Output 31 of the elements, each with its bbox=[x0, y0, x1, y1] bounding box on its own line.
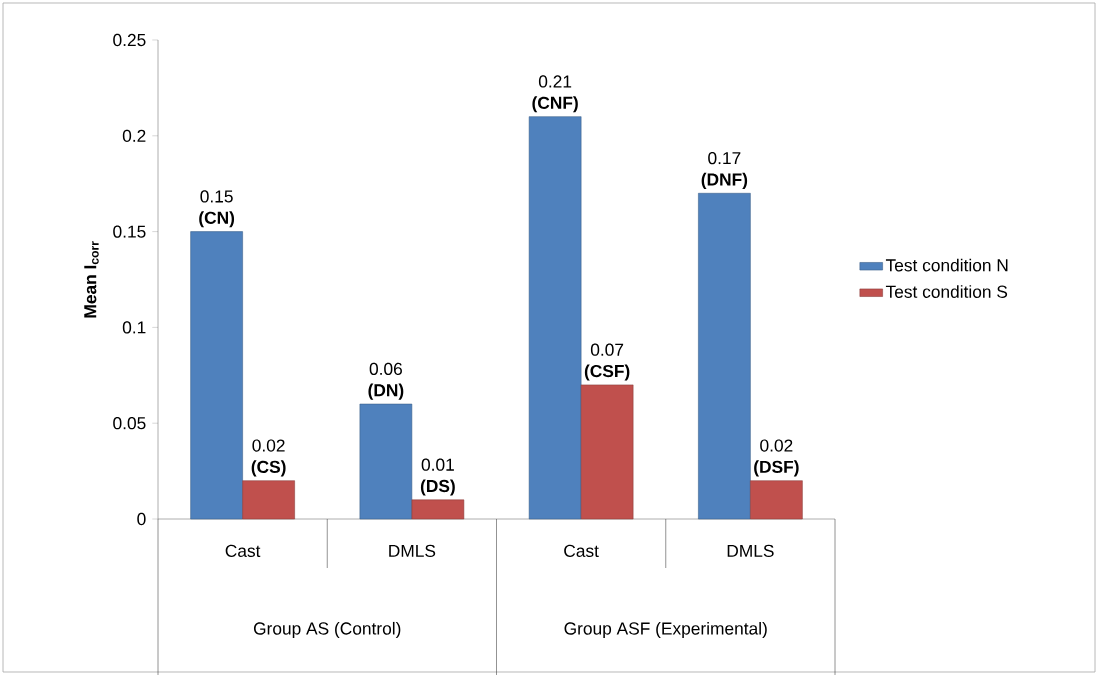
y-tick-label: 0 bbox=[137, 512, 146, 526]
y-tick-label: 0.2 bbox=[122, 129, 146, 142]
y-axis-title: Mean I$_{corr}$ bbox=[84, 241, 99, 318]
data-label: 0.02 (DSF) bbox=[754, 439, 799, 477]
data-label: 0.02 (CS) bbox=[251, 439, 286, 477]
data-label: 0.21 (CNF) bbox=[532, 75, 578, 113]
y-tick-label: 0.05 bbox=[113, 417, 146, 430]
y-tick-label: 0.1 bbox=[122, 321, 146, 334]
bar bbox=[190, 231, 243, 520]
bar bbox=[750, 480, 803, 520]
bar bbox=[580, 384, 634, 520]
text: Group AS (Control) bbox=[253, 621, 401, 639]
data-label: 0.01 (DS) bbox=[420, 458, 455, 496]
x-tick-label: DMLS bbox=[389, 544, 436, 557]
x-tick-label: Cast bbox=[564, 544, 599, 557]
legend-label: Test condition S bbox=[885, 285, 1008, 298]
text: Group ASF (Experimental) bbox=[564, 621, 767, 639]
y-tick-label: 0.15 bbox=[113, 225, 146, 238]
data-label: 0.06 (DN) bbox=[368, 362, 404, 400]
data-label: 0.15 (CN) bbox=[199, 190, 235, 228]
bar bbox=[242, 480, 295, 520]
x-tick-label: DMLS bbox=[727, 544, 774, 557]
legend-label: Test condition N bbox=[885, 258, 1008, 272]
data-label: 0.07 (CSF) bbox=[584, 343, 630, 381]
data-label: 0.17 (DNF) bbox=[701, 151, 748, 190]
x-tick-label: Cast bbox=[225, 544, 261, 557]
bar bbox=[359, 403, 413, 520]
bar bbox=[528, 116, 582, 520]
bar bbox=[411, 499, 465, 520]
y-tick-label: 0.25 bbox=[113, 33, 146, 47]
bar bbox=[698, 193, 751, 520]
